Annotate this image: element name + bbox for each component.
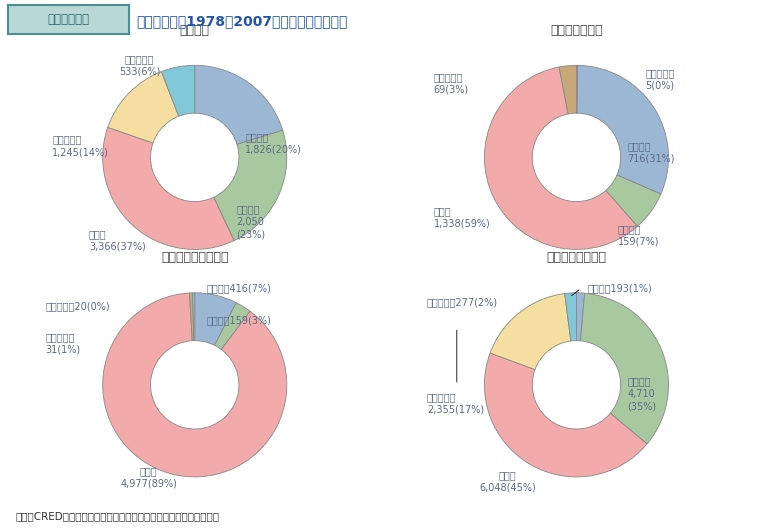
Wedge shape — [559, 66, 576, 114]
Wedge shape — [213, 130, 287, 241]
Wedge shape — [576, 293, 585, 341]
Text: ヨーロッパ
2,355(17%): ヨーロッパ 2,355(17%) — [427, 392, 484, 414]
Wedge shape — [192, 293, 195, 341]
Text: ヨーロッパ
1,245(14%): ヨーロッパ 1,245(14%) — [52, 135, 109, 157]
Title: 死者数（千人）: 死者数（千人） — [550, 24, 603, 37]
Wedge shape — [195, 293, 236, 345]
Wedge shape — [103, 127, 234, 249]
Text: オセアニア
533(6%): オセアニア 533(6%) — [119, 54, 160, 77]
Text: ヨーロッパ
31(1%): ヨーロッパ 31(1%) — [45, 332, 80, 354]
Wedge shape — [161, 65, 195, 116]
Text: アメリカ
159(7%): アメリカ 159(7%) — [618, 224, 659, 247]
Wedge shape — [189, 293, 194, 341]
Text: アジア
3,366(37%): アジア 3,366(37%) — [89, 229, 146, 251]
Wedge shape — [490, 294, 571, 370]
Text: アフリカ
716(31%): アフリカ 716(31%) — [627, 142, 675, 164]
Title: 被災者数（百万人）: 被災者数（百万人） — [161, 251, 228, 264]
Text: アジア
1,338(59%): アジア 1,338(59%) — [434, 206, 491, 229]
Wedge shape — [103, 293, 287, 477]
Wedge shape — [108, 71, 178, 143]
Title: 被害額（億ドル）: 被害額（億ドル） — [546, 251, 607, 264]
Text: アフリカ416(7%): アフリカ416(7%) — [206, 283, 271, 293]
Text: オセアニア277(2%): オセアニア277(2%) — [427, 297, 498, 307]
Wedge shape — [485, 67, 637, 249]
Text: 図４－１－２: 図４－１－２ — [48, 13, 89, 26]
Text: ヨーロッパ
69(3%): ヨーロッパ 69(3%) — [434, 72, 469, 95]
Wedge shape — [485, 353, 647, 477]
Text: アメリカ159(3%): アメリカ159(3%) — [206, 315, 271, 325]
Text: アメリカ
4,710
(35%): アメリカ 4,710 (35%) — [627, 377, 656, 412]
Text: 地域別に見た1978～2007年の世界の自然災害: 地域別に見た1978～2007年の世界の自然災害 — [136, 14, 347, 28]
Text: アメリカ
2,050
(23%): アメリカ 2,050 (23%) — [236, 204, 266, 239]
Text: アジア
4,977(89%): アジア 4,977(89%) — [120, 466, 177, 488]
Text: オセアニア20(0%): オセアニア20(0%) — [45, 302, 110, 312]
Text: アフリカ193(1%): アフリカ193(1%) — [588, 283, 653, 293]
Text: オセアニア
5(0%): オセアニア 5(0%) — [646, 68, 675, 90]
Wedge shape — [215, 303, 250, 350]
Wedge shape — [577, 66, 668, 194]
Wedge shape — [580, 293, 668, 444]
Text: 資料：CRED，アジア防災センター資料を基に内閣府において作成。: 資料：CRED，アジア防災センター資料を基に内閣府において作成。 — [16, 511, 220, 521]
Title: 発生件数: 発生件数 — [180, 24, 210, 37]
Text: アフリカ
1,826(20%): アフリカ 1,826(20%) — [245, 132, 302, 155]
Wedge shape — [576, 66, 578, 113]
Wedge shape — [606, 175, 661, 226]
Wedge shape — [195, 66, 283, 144]
Text: アジア
6,048(45%): アジア 6,048(45%) — [479, 470, 536, 492]
Wedge shape — [565, 293, 576, 341]
